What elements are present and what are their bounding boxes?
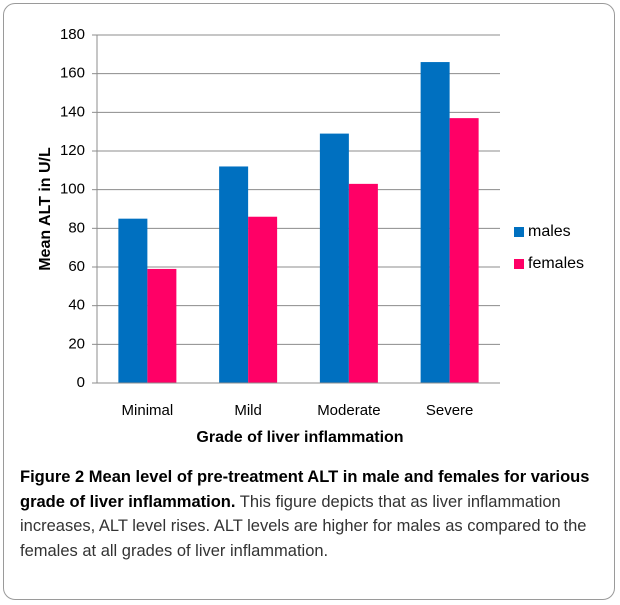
caption-label: Figure 2	[20, 468, 85, 486]
caption-title: Mean level of pre-treatment ALT in male …	[20, 468, 590, 511]
legend-swatch	[514, 227, 524, 237]
x-tick-label: Minimal	[122, 402, 174, 419]
y-tick-label: 180	[60, 26, 85, 43]
chart: Grade of liver inflammation Mean ALT in …	[37, 26, 584, 446]
y-tick-label: 20	[68, 335, 85, 352]
bar	[219, 166, 249, 383]
bar	[319, 133, 349, 383]
bar	[118, 218, 148, 383]
y-tick-label: 160	[60, 65, 85, 82]
bar	[449, 118, 479, 383]
y-tick-label: 80	[68, 219, 85, 236]
x-axis-title: Grade of liver inflammation	[196, 429, 403, 446]
bar	[248, 216, 278, 383]
y-tick-label: 0	[77, 374, 85, 391]
x-tick-label: Moderate	[317, 402, 380, 419]
figure-frame	[3, 3, 615, 600]
x-tick-label: Severe	[426, 402, 474, 419]
caption-text: This figure depicts that as liver inflam…	[20, 492, 587, 560]
x-tick-label: Mild	[234, 402, 262, 419]
y-axis-title: Mean ALT in U/L	[37, 147, 54, 271]
y-tick-label: 120	[60, 142, 85, 159]
y-tick-label: 40	[68, 297, 85, 314]
legend-label: males	[528, 223, 571, 240]
bar	[147, 268, 177, 383]
caption: Figure 2 Mean level of pre-treatment ALT…	[20, 465, 605, 563]
legend-swatch	[514, 259, 524, 269]
bar	[420, 62, 450, 384]
legend-label: females	[528, 255, 584, 272]
y-tick-label: 60	[68, 258, 85, 275]
y-tick-label: 100	[60, 181, 85, 198]
y-tick-label: 140	[60, 103, 85, 120]
bar	[348, 183, 378, 383]
